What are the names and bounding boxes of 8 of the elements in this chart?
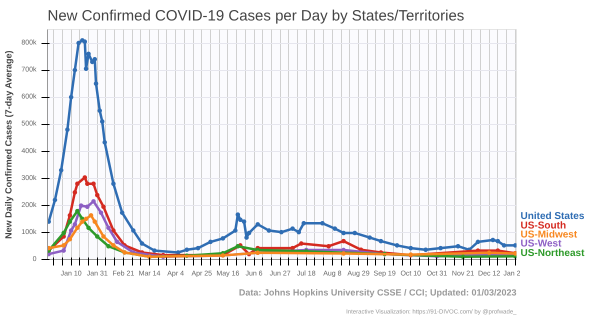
- text: United States: [520, 211, 585, 222]
- chart-title: New Confirmed COVID-19 Cases per Day by States/Territories: [48, 8, 464, 24]
- text: Data: Johns Hopkins University CSSE / CCI; Updated: 01/03/2023: [238, 288, 517, 298]
- series-label: US-Midwest: [520, 230, 578, 240]
- series-label: US-West: [520, 238, 562, 250]
- series-label: US-Northeast: [520, 248, 586, 259]
- y-axis-title: New Daily Confirmed Cases (7-day Average): [3, 50, 14, 239]
- text: US-South: [520, 220, 566, 232]
